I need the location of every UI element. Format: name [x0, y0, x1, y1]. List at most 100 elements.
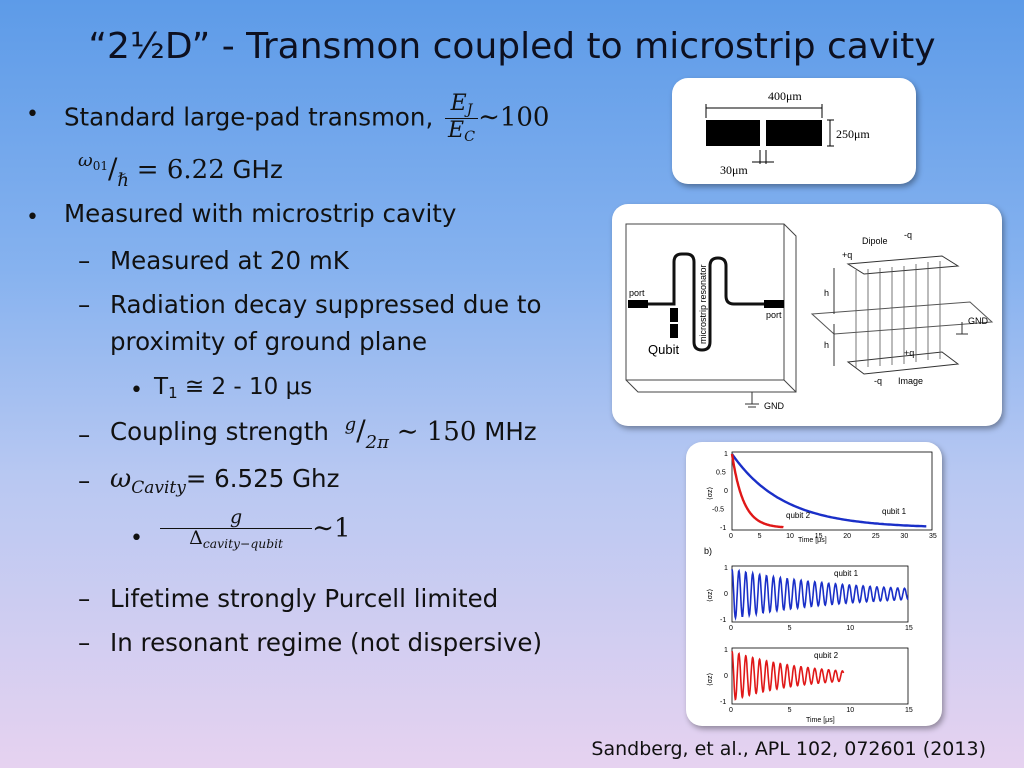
- bullet-3-marker: •: [130, 378, 143, 403]
- qubit-1-label-b: qubit 1: [834, 569, 859, 578]
- a-xticks-label: 25: [872, 533, 880, 540]
- ej-ec-ratio-value: ∼100: [478, 102, 550, 133]
- dipole-label: Dipole: [862, 236, 888, 246]
- bullet-1: Standard large-pad transmon, EJ EC ∼100: [64, 92, 549, 145]
- dash-5-marker: –: [78, 584, 91, 613]
- svg-text:-q: -q: [904, 230, 912, 240]
- bullet-2: Measured with microstrip cavity: [64, 199, 457, 228]
- transmon-dimension-figure: 400μm 250μm 30μm: [672, 78, 916, 184]
- height-dimension-label: 250μm: [836, 127, 870, 141]
- resonator-trace: [648, 252, 764, 352]
- dash-4-marker: –: [78, 466, 91, 495]
- a-yticks-label: -1: [720, 525, 726, 532]
- svg-text:+q: +q: [904, 348, 914, 358]
- qubit-pad-bottom: [670, 324, 678, 338]
- svg-text:h: h: [824, 340, 829, 350]
- qubit-dynamics-figure: 0 5 10 15 20 25 30 35 1 0.5 0 -0.5 -1 Time [μs] ⟨σz⟩…: [686, 442, 942, 726]
- microstrip-schematic-figure: port port microstrip resonator Qubit GND…: [612, 204, 1002, 426]
- a-xticks-label: 10: [786, 533, 794, 540]
- qubit-pad-top: [670, 308, 678, 322]
- qubit-1-decay-curve: [731, 453, 927, 528]
- panel-b-frame: [731, 565, 909, 623]
- panel-c-ylabel: ⟨σz⟩: [706, 672, 714, 686]
- svg-text:port: port: [766, 310, 782, 320]
- width-dimension-label: 400μm: [768, 89, 802, 103]
- svg-text:-q: -q: [874, 376, 882, 386]
- panel-a-frame: [731, 451, 933, 531]
- sub-bullet-coupling: Coupling strength g/2π ∼ 150 MHz: [110, 414, 537, 453]
- panel-b-ylabel: ⟨σz⟩: [706, 588, 714, 602]
- svg-text:+q: +q: [842, 250, 852, 260]
- image-label: Image: [898, 376, 923, 386]
- left-port: [628, 300, 648, 308]
- left-pad: [706, 120, 760, 146]
- a-yticks-label: 1: [724, 451, 728, 458]
- b-xticks-label: 0: [729, 625, 733, 632]
- a-xticks-label: 30: [900, 533, 908, 540]
- dash-3-marker: –: [78, 420, 91, 449]
- panel-a-ylabel: ⟨σz⟩: [706, 486, 714, 500]
- gnd-label-schematic: GND: [764, 401, 785, 411]
- dash-2-marker: –: [78, 290, 91, 319]
- bullet-1-frequency: ω01/ℏ = 6.22 GHz: [78, 150, 283, 191]
- image-plane: [846, 351, 960, 375]
- qubit-2-rabi-curve: [731, 651, 845, 701]
- ground-plane: [810, 301, 994, 335]
- right-port: [764, 300, 784, 308]
- b-xticks-label: 15: [905, 625, 913, 632]
- b-yticks-label: 0: [724, 591, 728, 598]
- field-lines: [855, 261, 941, 368]
- dash-1-marker: –: [78, 246, 91, 275]
- a-xticks-label: 20: [843, 533, 851, 540]
- bullet-1-text: Standard large-pad transmon,: [64, 102, 434, 132]
- transmon-dimension-drawing: 400μm 250μm 30μm: [705, 89, 870, 177]
- c-yticks-label: -1: [720, 699, 726, 706]
- qubit-1-rabi-curve: [731, 568, 909, 622]
- sub-bullet-radiation-line2: proximity of ground plane: [110, 327, 428, 356]
- c-yticks-label: 0: [724, 673, 728, 680]
- b-yticks-label: -1: [720, 617, 726, 624]
- ej-ec-fraction: EJ EC: [445, 92, 479, 145]
- c-xticks-label: 0: [729, 707, 733, 714]
- sub-bullet-omega-cavity: ωCavity= 6.525 Ghz: [110, 464, 340, 498]
- svg-text:port: port: [629, 288, 645, 298]
- c-yticks-label: 1: [724, 647, 728, 654]
- panel-a-xlabel: Time [μs]: [798, 537, 827, 544]
- sub-sub-bullet-t1: T1 ≅ 2 - 10 μs: [154, 374, 313, 402]
- resonator-label: microstrip resonator: [698, 264, 708, 344]
- a-xticks-label: 15: [815, 533, 823, 540]
- microstrip-schematic-drawing: port port microstrip resonator Qubit GND…: [625, 223, 994, 411]
- sub-sub-bullet-g-delta: g Δcavity−qubit ∼1: [160, 507, 351, 551]
- panel-c-xlabel: Time [μs]: [806, 717, 835, 724]
- a-yticks-label: -0.5: [712, 507, 724, 514]
- qubit-2-decay-curve: [730, 453, 784, 529]
- slide-title: “2½D” - Transmon coupled to microstrip c…: [88, 26, 936, 67]
- sub-bullet-purcell: Lifetime strongly Purcell limited: [110, 584, 499, 613]
- dash-6-marker: –: [78, 628, 91, 657]
- bullet-2-marker: •: [26, 205, 39, 230]
- right-pad: [766, 120, 822, 146]
- b-xticks-label: 5: [788, 625, 792, 632]
- c-xticks-label: 15: [905, 707, 913, 714]
- dipole-plane: [846, 255, 960, 275]
- c-xticks-label: 10: [846, 707, 854, 714]
- sub-bullet-resonant: In resonant regime (not dispersive): [110, 628, 543, 657]
- bullet-1-marker: •: [26, 102, 39, 127]
- a-yticks-label: 0.5: [716, 470, 726, 477]
- qubit-2-label-a: qubit 2: [786, 511, 811, 520]
- a-xticks-label: 5: [758, 533, 762, 540]
- sub-bullet-measured-20mk: Measured at 20 mK: [110, 246, 349, 275]
- citation: Sandberg, et al., APL 102, 072601 (2013): [591, 738, 986, 760]
- sub-bullet-radiation-line1: Radiation decay suppressed due to: [110, 290, 542, 319]
- gap-dimension-label: 30μm: [720, 163, 748, 177]
- a-yticks-label: 0: [724, 488, 728, 495]
- bullet-6-marker: •: [130, 526, 143, 551]
- b-yticks-label: 1: [724, 565, 728, 572]
- qubit-1-label-a: qubit 1: [882, 507, 907, 516]
- gnd-label-dipole: GND: [968, 316, 989, 326]
- b-xticks-label: 10: [846, 625, 854, 632]
- c-xticks-label: 5: [788, 707, 792, 714]
- panel-b-label: b): [704, 546, 712, 556]
- qubit-label: Qubit: [648, 342, 679, 357]
